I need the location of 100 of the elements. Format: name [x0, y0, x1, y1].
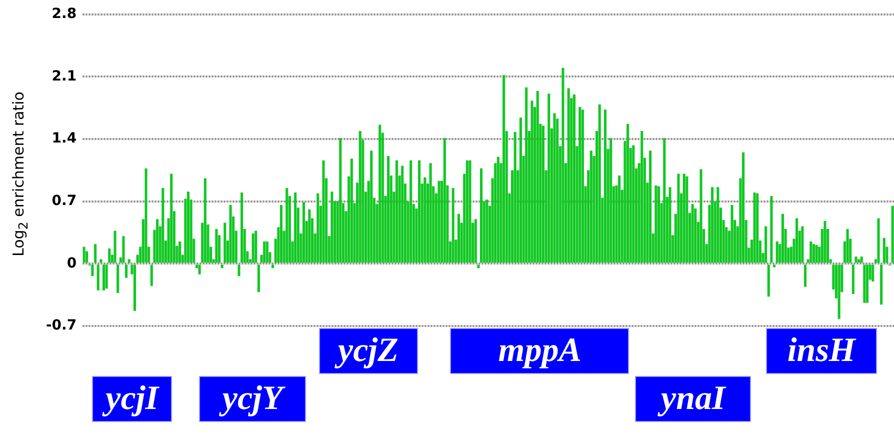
bar: [838, 264, 840, 319]
bar: [578, 106, 582, 263]
bar: [700, 169, 702, 263]
bar: [502, 74, 506, 263]
bar: [96, 264, 100, 290]
bar: [125, 264, 128, 278]
bar: [105, 264, 108, 289]
y-tick-label: 0.7: [52, 193, 77, 209]
bar: [443, 138, 446, 263]
text: insH: [766, 328, 877, 374]
bar: [730, 204, 734, 263]
bar: [452, 188, 454, 263]
bar: [263, 241, 266, 263]
bar: [358, 131, 362, 263]
bar: [872, 264, 874, 282]
bar: [286, 188, 288, 263]
bar: [668, 187, 672, 263]
bar: [882, 238, 886, 263]
bar: [114, 230, 116, 263]
bar: [852, 264, 854, 294]
bar: [252, 233, 254, 263]
bar: [378, 124, 382, 263]
bar: [91, 264, 94, 276]
bar: [657, 186, 660, 263]
bar: [220, 264, 224, 268]
bar: [796, 218, 798, 263]
bar: [581, 110, 584, 263]
bar: [294, 192, 297, 263]
bar: [156, 219, 159, 263]
bar: [548, 94, 550, 263]
y-tick-label: 2.1: [52, 68, 77, 84]
bar: [815, 244, 818, 263]
bar: [618, 176, 621, 263]
bar: [186, 192, 190, 263]
bar: [753, 192, 756, 263]
bar: [418, 160, 421, 263]
bar: [610, 138, 612, 263]
bar: [257, 264, 260, 292]
bar: [198, 264, 201, 274]
bar: [764, 226, 768, 263]
bar: [254, 230, 258, 263]
bar: [553, 113, 556, 263]
bar: [770, 196, 773, 263]
bar: [677, 174, 680, 263]
bar: [863, 264, 866, 303]
y-tick-label: 0: [66, 255, 77, 272]
bar: [632, 145, 635, 263]
bar: [266, 241, 268, 263]
bar: [572, 94, 576, 263]
bar: [322, 160, 325, 263]
bar: [686, 176, 688, 263]
bar: [468, 160, 472, 263]
bar: [810, 241, 812, 263]
bar: [682, 174, 686, 263]
bar: [711, 187, 714, 263]
text: mppA: [450, 328, 630, 374]
bar: [846, 228, 849, 263]
bar: [590, 150, 592, 263]
bar: [480, 168, 483, 263]
text: ycjZ: [318, 328, 418, 374]
bar: [626, 124, 630, 263]
bar: [477, 264, 480, 268]
bar: [94, 244, 97, 263]
bar: [824, 220, 826, 263]
bar: [100, 259, 102, 263]
bar: [316, 193, 320, 263]
bar: [567, 88, 570, 263]
bar: [474, 219, 477, 263]
bar: [514, 132, 516, 263]
bar: [767, 264, 770, 297]
bar: [866, 264, 869, 303]
bar: [486, 200, 488, 263]
bar: [530, 100, 534, 263]
bar: [170, 174, 173, 263]
bar: [229, 204, 232, 263]
bar: [280, 204, 282, 263]
text: ynaI: [635, 376, 752, 422]
bar: [663, 138, 666, 263]
bar: [429, 163, 432, 263]
bar: [860, 256, 863, 263]
bar: [640, 131, 644, 263]
y-tick-label: 2.8: [52, 6, 77, 22]
bar: [395, 160, 398, 263]
bar: [525, 87, 528, 263]
bar: [536, 90, 539, 263]
bar: [880, 264, 883, 305]
bar: [350, 158, 353, 263]
bar: [781, 214, 784, 263]
bar: [742, 152, 745, 263]
y-tick-label: -0.7: [46, 318, 77, 334]
bar: [272, 264, 274, 268]
bar: [466, 160, 468, 263]
bar: [339, 138, 342, 263]
bar: [457, 214, 460, 263]
bar: [150, 264, 153, 286]
bar: [519, 118, 522, 263]
bar: [410, 160, 412, 263]
bar: [162, 188, 164, 263]
bar: [691, 204, 694, 263]
bar: [776, 241, 778, 263]
